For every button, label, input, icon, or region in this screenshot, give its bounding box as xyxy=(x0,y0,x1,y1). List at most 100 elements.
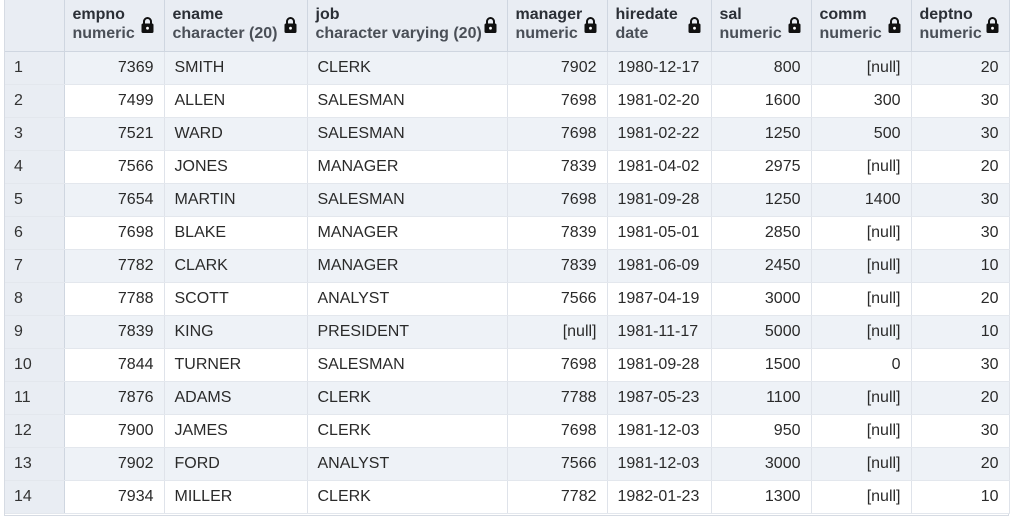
cell-ename[interactable]: SCOTT xyxy=(164,282,308,316)
cell-deptno[interactable]: 10 xyxy=(911,315,1010,349)
row-number[interactable]: 3 xyxy=(5,117,65,151)
cell-job[interactable]: CLERK xyxy=(307,51,508,85)
table-row[interactable]: 10 7844 TURNER SALESMAN 7698 1981-09-28 1500 0 3… xyxy=(5,348,1010,382)
cell-job[interactable]: CLERK xyxy=(307,381,508,415)
cell-empno[interactable]: 7902 xyxy=(64,447,165,481)
cell-job[interactable]: CLERK xyxy=(307,414,508,448)
table-row[interactable]: 13 7902 FORD ANALYST 7566 1981-12-03 3000 [null… xyxy=(5,447,1010,481)
cell-job[interactable]: CLERK xyxy=(307,480,508,514)
cell-comm[interactable]: [null] xyxy=(811,249,912,283)
cell-manager[interactable]: 7782 xyxy=(507,480,608,514)
cell-sal[interactable]: 5000 xyxy=(711,315,812,349)
cell-hiredate[interactable]: 1981-02-20 xyxy=(607,84,712,118)
cell-ename[interactable]: FORD xyxy=(164,447,308,481)
row-number[interactable]: 4 xyxy=(5,150,65,184)
cell-ename[interactable]: SMITH xyxy=(164,51,308,85)
cell-empno[interactable]: 7521 xyxy=(64,117,165,151)
cell-ename[interactable]: TURNER xyxy=(164,348,308,382)
cell-sal[interactable]: 800 xyxy=(711,51,812,85)
cell-hiredate[interactable]: 1981-09-28 xyxy=(607,348,712,382)
cell-sal[interactable]: 2450 xyxy=(711,249,812,283)
column-header-manager[interactable]: manager numeric xyxy=(507,0,608,52)
cell-hiredate[interactable]: 1981-04-02 xyxy=(607,150,712,184)
cell-ename[interactable]: JAMES xyxy=(164,414,308,448)
cell-empno[interactable]: 7839 xyxy=(64,315,165,349)
cell-deptno[interactable]: 30 xyxy=(911,216,1010,250)
cell-empno[interactable]: 7654 xyxy=(64,183,165,217)
cell-ename[interactable]: WARD xyxy=(164,117,308,151)
column-header-job[interactable]: job character varying (20) xyxy=(307,0,508,52)
cell-comm[interactable]: [null] xyxy=(811,51,912,85)
cell-comm[interactable]: [null] xyxy=(811,480,912,514)
cell-sal[interactable]: 1250 xyxy=(711,183,812,217)
row-number[interactable]: 12 xyxy=(5,414,65,448)
cell-manager[interactable]: 7698 xyxy=(507,414,608,448)
cell-job[interactable]: SALESMAN xyxy=(307,117,508,151)
row-number[interactable]: 5 xyxy=(5,183,65,217)
cell-sal[interactable]: 2850 xyxy=(711,216,812,250)
cell-manager[interactable]: 7839 xyxy=(507,249,608,283)
row-number[interactable]: 13 xyxy=(5,447,65,481)
cell-ename[interactable]: JONES xyxy=(164,150,308,184)
cell-empno[interactable]: 7900 xyxy=(64,414,165,448)
cell-sal[interactable]: 2975 xyxy=(711,150,812,184)
cell-comm[interactable]: [null] xyxy=(811,150,912,184)
cell-hiredate[interactable]: 1982-01-23 xyxy=(607,480,712,514)
cell-comm[interactable]: [null] xyxy=(811,381,912,415)
cell-manager[interactable]: 7839 xyxy=(507,216,608,250)
cell-deptno[interactable]: 20 xyxy=(911,381,1010,415)
cell-comm[interactable]: [null] xyxy=(811,447,912,481)
cell-comm[interactable]: [null] xyxy=(811,315,912,349)
cell-comm[interactable]: 500 xyxy=(811,117,912,151)
cell-hiredate[interactable]: 1981-09-28 xyxy=(607,183,712,217)
cell-job[interactable]: MANAGER xyxy=(307,216,508,250)
cell-sal[interactable]: 1250 xyxy=(711,117,812,151)
cell-deptno[interactable]: 30 xyxy=(911,348,1010,382)
cell-comm[interactable]: 0 xyxy=(811,348,912,382)
table-row[interactable]: 6 7698 BLAKE MANAGER 7839 1981-05-01 2850 [null… xyxy=(5,216,1010,250)
cell-ename[interactable]: CLARK xyxy=(164,249,308,283)
row-number[interactable]: 14 xyxy=(5,480,65,514)
row-number[interactable]: 1 xyxy=(5,51,65,85)
cell-ename[interactable]: MILLER xyxy=(164,480,308,514)
cell-empno[interactable]: 7698 xyxy=(64,216,165,250)
table-row[interactable]: 12 7900 JAMES CLERK 7698 1981-12-03 950 [null] 3… xyxy=(5,414,1010,448)
cell-ename[interactable]: KING xyxy=(164,315,308,349)
cell-job[interactable]: PRESIDENT xyxy=(307,315,508,349)
cell-empno[interactable]: 7788 xyxy=(64,282,165,316)
cell-hiredate[interactable]: 1981-05-01 xyxy=(607,216,712,250)
cell-sal[interactable]: 3000 xyxy=(711,447,812,481)
cell-deptno[interactable]: 20 xyxy=(911,51,1010,85)
cell-job[interactable]: SALESMAN xyxy=(307,348,508,382)
table-row[interactable]: 9 7839 KING PRESIDENT [null] 1981-11-17 5000 [n… xyxy=(5,315,1010,349)
cell-empno[interactable]: 7566 xyxy=(64,150,165,184)
cell-deptno[interactable]: 30 xyxy=(911,414,1010,448)
cell-hiredate[interactable]: 1981-12-03 xyxy=(607,414,712,448)
cell-comm[interactable]: [null] xyxy=(811,282,912,316)
cell-hiredate[interactable]: 1981-11-17 xyxy=(607,315,712,349)
cell-deptno[interactable]: 30 xyxy=(911,84,1010,118)
cell-manager[interactable]: 7698 xyxy=(507,183,608,217)
table-row[interactable]: 7 7782 CLARK MANAGER 7839 1981-06-09 2450 [null… xyxy=(5,249,1010,283)
column-header-deptno[interactable]: deptno numeric xyxy=(911,0,1010,52)
cell-manager[interactable]: 7839 xyxy=(507,150,608,184)
cell-deptno[interactable]: 20 xyxy=(911,150,1010,184)
cell-comm[interactable]: 300 xyxy=(811,84,912,118)
cell-deptno[interactable]: 30 xyxy=(911,117,1010,151)
column-header-empno[interactable]: empno numeric xyxy=(64,0,165,52)
cell-sal[interactable]: 950 xyxy=(711,414,812,448)
cell-ename[interactable]: ADAMS xyxy=(164,381,308,415)
row-number[interactable]: 10 xyxy=(5,348,65,382)
cell-manager[interactable]: 7566 xyxy=(507,447,608,481)
cell-comm[interactable]: [null] xyxy=(811,414,912,448)
table-row[interactable]: 14 7934 MILLER CLERK 7782 1982-01-23 1300 [null… xyxy=(5,480,1010,514)
cell-ename[interactable]: ALLEN xyxy=(164,84,308,118)
cell-empno[interactable]: 7499 xyxy=(64,84,165,118)
table-row[interactable]: 1 7369 SMITH CLERK 7902 1980-12-17 800 [null] 20 xyxy=(5,51,1010,85)
row-number[interactable]: 2 xyxy=(5,84,65,118)
table-row[interactable]: 4 7566 JONES MANAGER 7839 1981-04-02 2975 [null… xyxy=(5,150,1010,184)
table-row[interactable]: 2 7499 ALLEN SALESMAN 7698 1981-02-20 1600 300 3… xyxy=(5,84,1010,118)
cell-job[interactable]: SALESMAN xyxy=(307,84,508,118)
cell-ename[interactable]: MARTIN xyxy=(164,183,308,217)
cell-hiredate[interactable]: 1981-12-03 xyxy=(607,447,712,481)
